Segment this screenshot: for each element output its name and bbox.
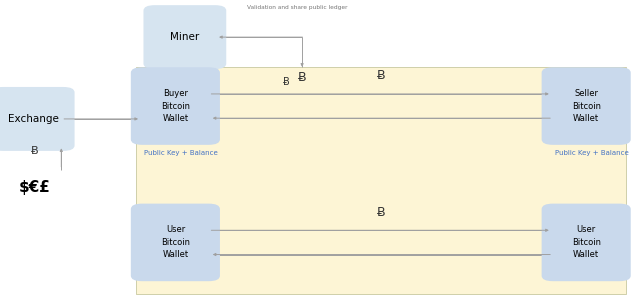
- Text: Ƀ: Ƀ: [31, 146, 39, 157]
- Text: Ƀ: Ƀ: [377, 206, 385, 218]
- Text: Buyer
Bitcoin
Wallet: Buyer Bitcoin Wallet: [161, 89, 190, 123]
- FancyBboxPatch shape: [542, 67, 631, 145]
- Text: Seller
Bitcoin
Wallet: Seller Bitcoin Wallet: [572, 89, 600, 123]
- Text: Ƀ: Ƀ: [377, 69, 385, 82]
- FancyBboxPatch shape: [131, 204, 220, 281]
- Text: Ƀ: Ƀ: [298, 71, 307, 84]
- Text: Public Key + Balance: Public Key + Balance: [144, 150, 218, 156]
- Text: User
Bitcoin
Wallet: User Bitcoin Wallet: [572, 225, 600, 259]
- Text: Validation and share public ledger: Validation and share public ledger: [246, 5, 348, 10]
- FancyBboxPatch shape: [136, 67, 626, 294]
- FancyBboxPatch shape: [0, 87, 75, 151]
- Text: $€£: $€£: [19, 180, 51, 195]
- Text: User
Bitcoin
Wallet: User Bitcoin Wallet: [161, 225, 190, 259]
- Text: Miner: Miner: [170, 32, 200, 42]
- Text: Ƀ: Ƀ: [283, 77, 289, 87]
- Text: Public Key + Balance: Public Key + Balance: [555, 150, 629, 156]
- FancyBboxPatch shape: [143, 5, 226, 69]
- FancyBboxPatch shape: [131, 67, 220, 145]
- FancyBboxPatch shape: [542, 204, 631, 281]
- Text: Exchange: Exchange: [8, 114, 59, 124]
